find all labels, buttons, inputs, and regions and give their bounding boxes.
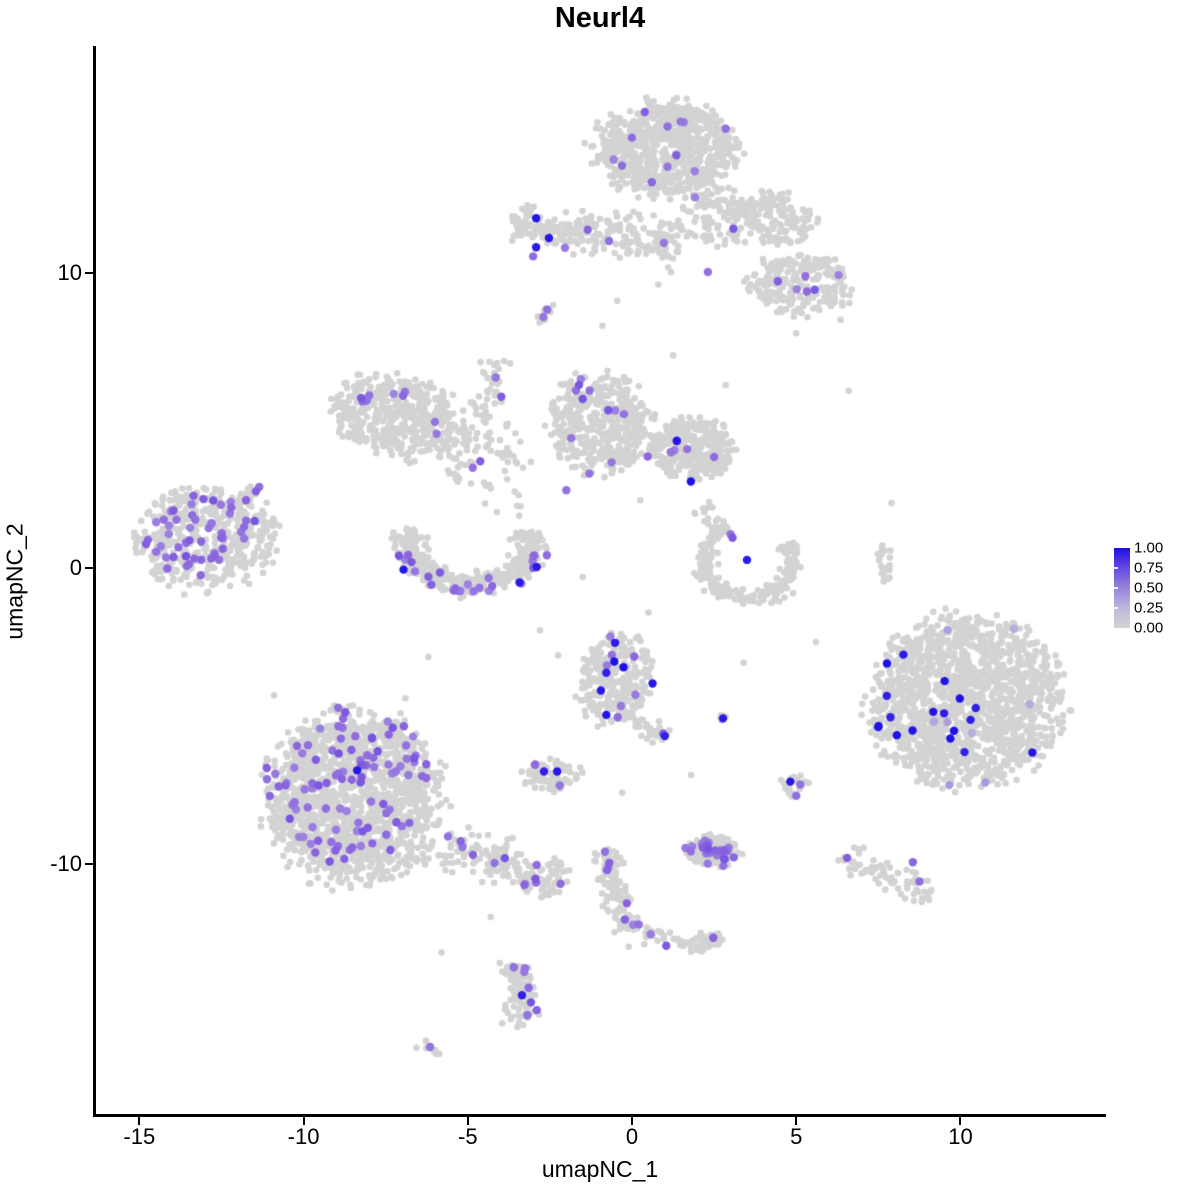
legend-value-label: 0.25	[1134, 599, 1164, 617]
legend-tick-mark	[1114, 607, 1118, 609]
y-tick-label: 10	[57, 259, 82, 285]
x-tick-label: -5	[458, 1124, 478, 1149]
y-tick-mark	[85, 271, 93, 274]
y-tick-label: 0	[69, 555, 82, 581]
x-tick-mark	[466, 1117, 469, 1125]
y-tick-mark	[85, 567, 93, 570]
legend-value-label: 1.00	[1134, 539, 1164, 557]
x-tick-mark	[302, 1117, 305, 1125]
x-tick-mark	[795, 1117, 798, 1125]
y-axis-line	[93, 46, 96, 1117]
x-axis-line	[93, 1114, 1106, 1117]
expression-legend: 1.00 0.75 0.50 0.25 0.00	[1112, 540, 1198, 637]
plot-title: Neurl4	[554, 2, 646, 34]
x-tick-label: 5	[790, 1124, 803, 1149]
legend-value-label: 0.75	[1134, 559, 1164, 577]
x-tick-mark	[138, 1117, 141, 1125]
y-axis-title: umapNC_2	[1, 523, 28, 640]
legend-tick-mark	[1114, 567, 1118, 569]
x-tick-label: -10	[287, 1124, 320, 1149]
x-tick-label: -15	[123, 1124, 156, 1149]
legend-tick-mark	[1114, 587, 1118, 589]
y-tick-label: -10	[50, 850, 82, 876]
y-tick-mark	[85, 862, 93, 865]
legend-value-label: 0.50	[1134, 579, 1164, 597]
x-tick-label: 10	[948, 1124, 973, 1149]
x-tick-label: 0	[625, 1124, 639, 1149]
legend-value-label: 0.00	[1134, 619, 1164, 637]
x-tick-mark	[631, 1117, 634, 1125]
x-axis-title: umapNC_1	[541, 1156, 659, 1182]
x-tick-mark	[959, 1117, 962, 1125]
legend-gradient-bar	[1114, 548, 1130, 628]
